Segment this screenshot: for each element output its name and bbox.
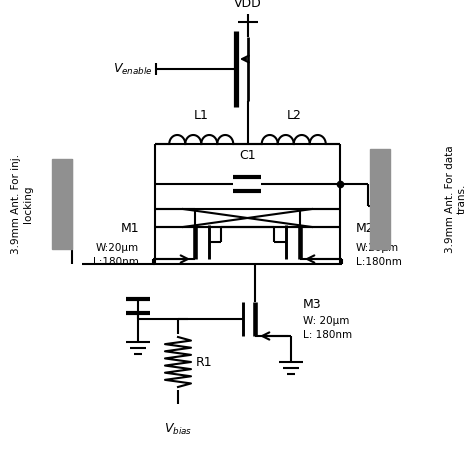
Text: W: 20μm: W: 20μm xyxy=(303,316,349,326)
Text: L1: L1 xyxy=(194,109,209,122)
Bar xyxy=(52,159,72,249)
Text: L:180nm: L:180nm xyxy=(356,257,402,267)
Text: VDD: VDD xyxy=(234,0,262,10)
Text: M2: M2 xyxy=(356,221,374,235)
Text: M1: M1 xyxy=(120,221,139,235)
Text: L2: L2 xyxy=(286,109,301,122)
Text: $V_{enable}$: $V_{enable}$ xyxy=(113,62,153,76)
Text: R1: R1 xyxy=(196,356,213,368)
Text: L:180nm: L:180nm xyxy=(93,257,139,267)
Text: L: 180nm: L: 180nm xyxy=(303,330,352,340)
Text: W:20μm: W:20μm xyxy=(356,243,399,253)
Text: C1: C1 xyxy=(239,149,256,162)
Text: M3: M3 xyxy=(303,299,322,311)
Text: $V_{bias}$: $V_{bias}$ xyxy=(164,422,192,437)
Text: W:20μm: W:20μm xyxy=(96,243,139,253)
Text: 3.9mm Ant. For inj.
locking: 3.9mm Ant. For inj. locking xyxy=(11,154,33,254)
Bar xyxy=(370,149,390,249)
Text: 3.9mm Ant. For data
trans.: 3.9mm Ant. For data trans. xyxy=(445,145,467,253)
